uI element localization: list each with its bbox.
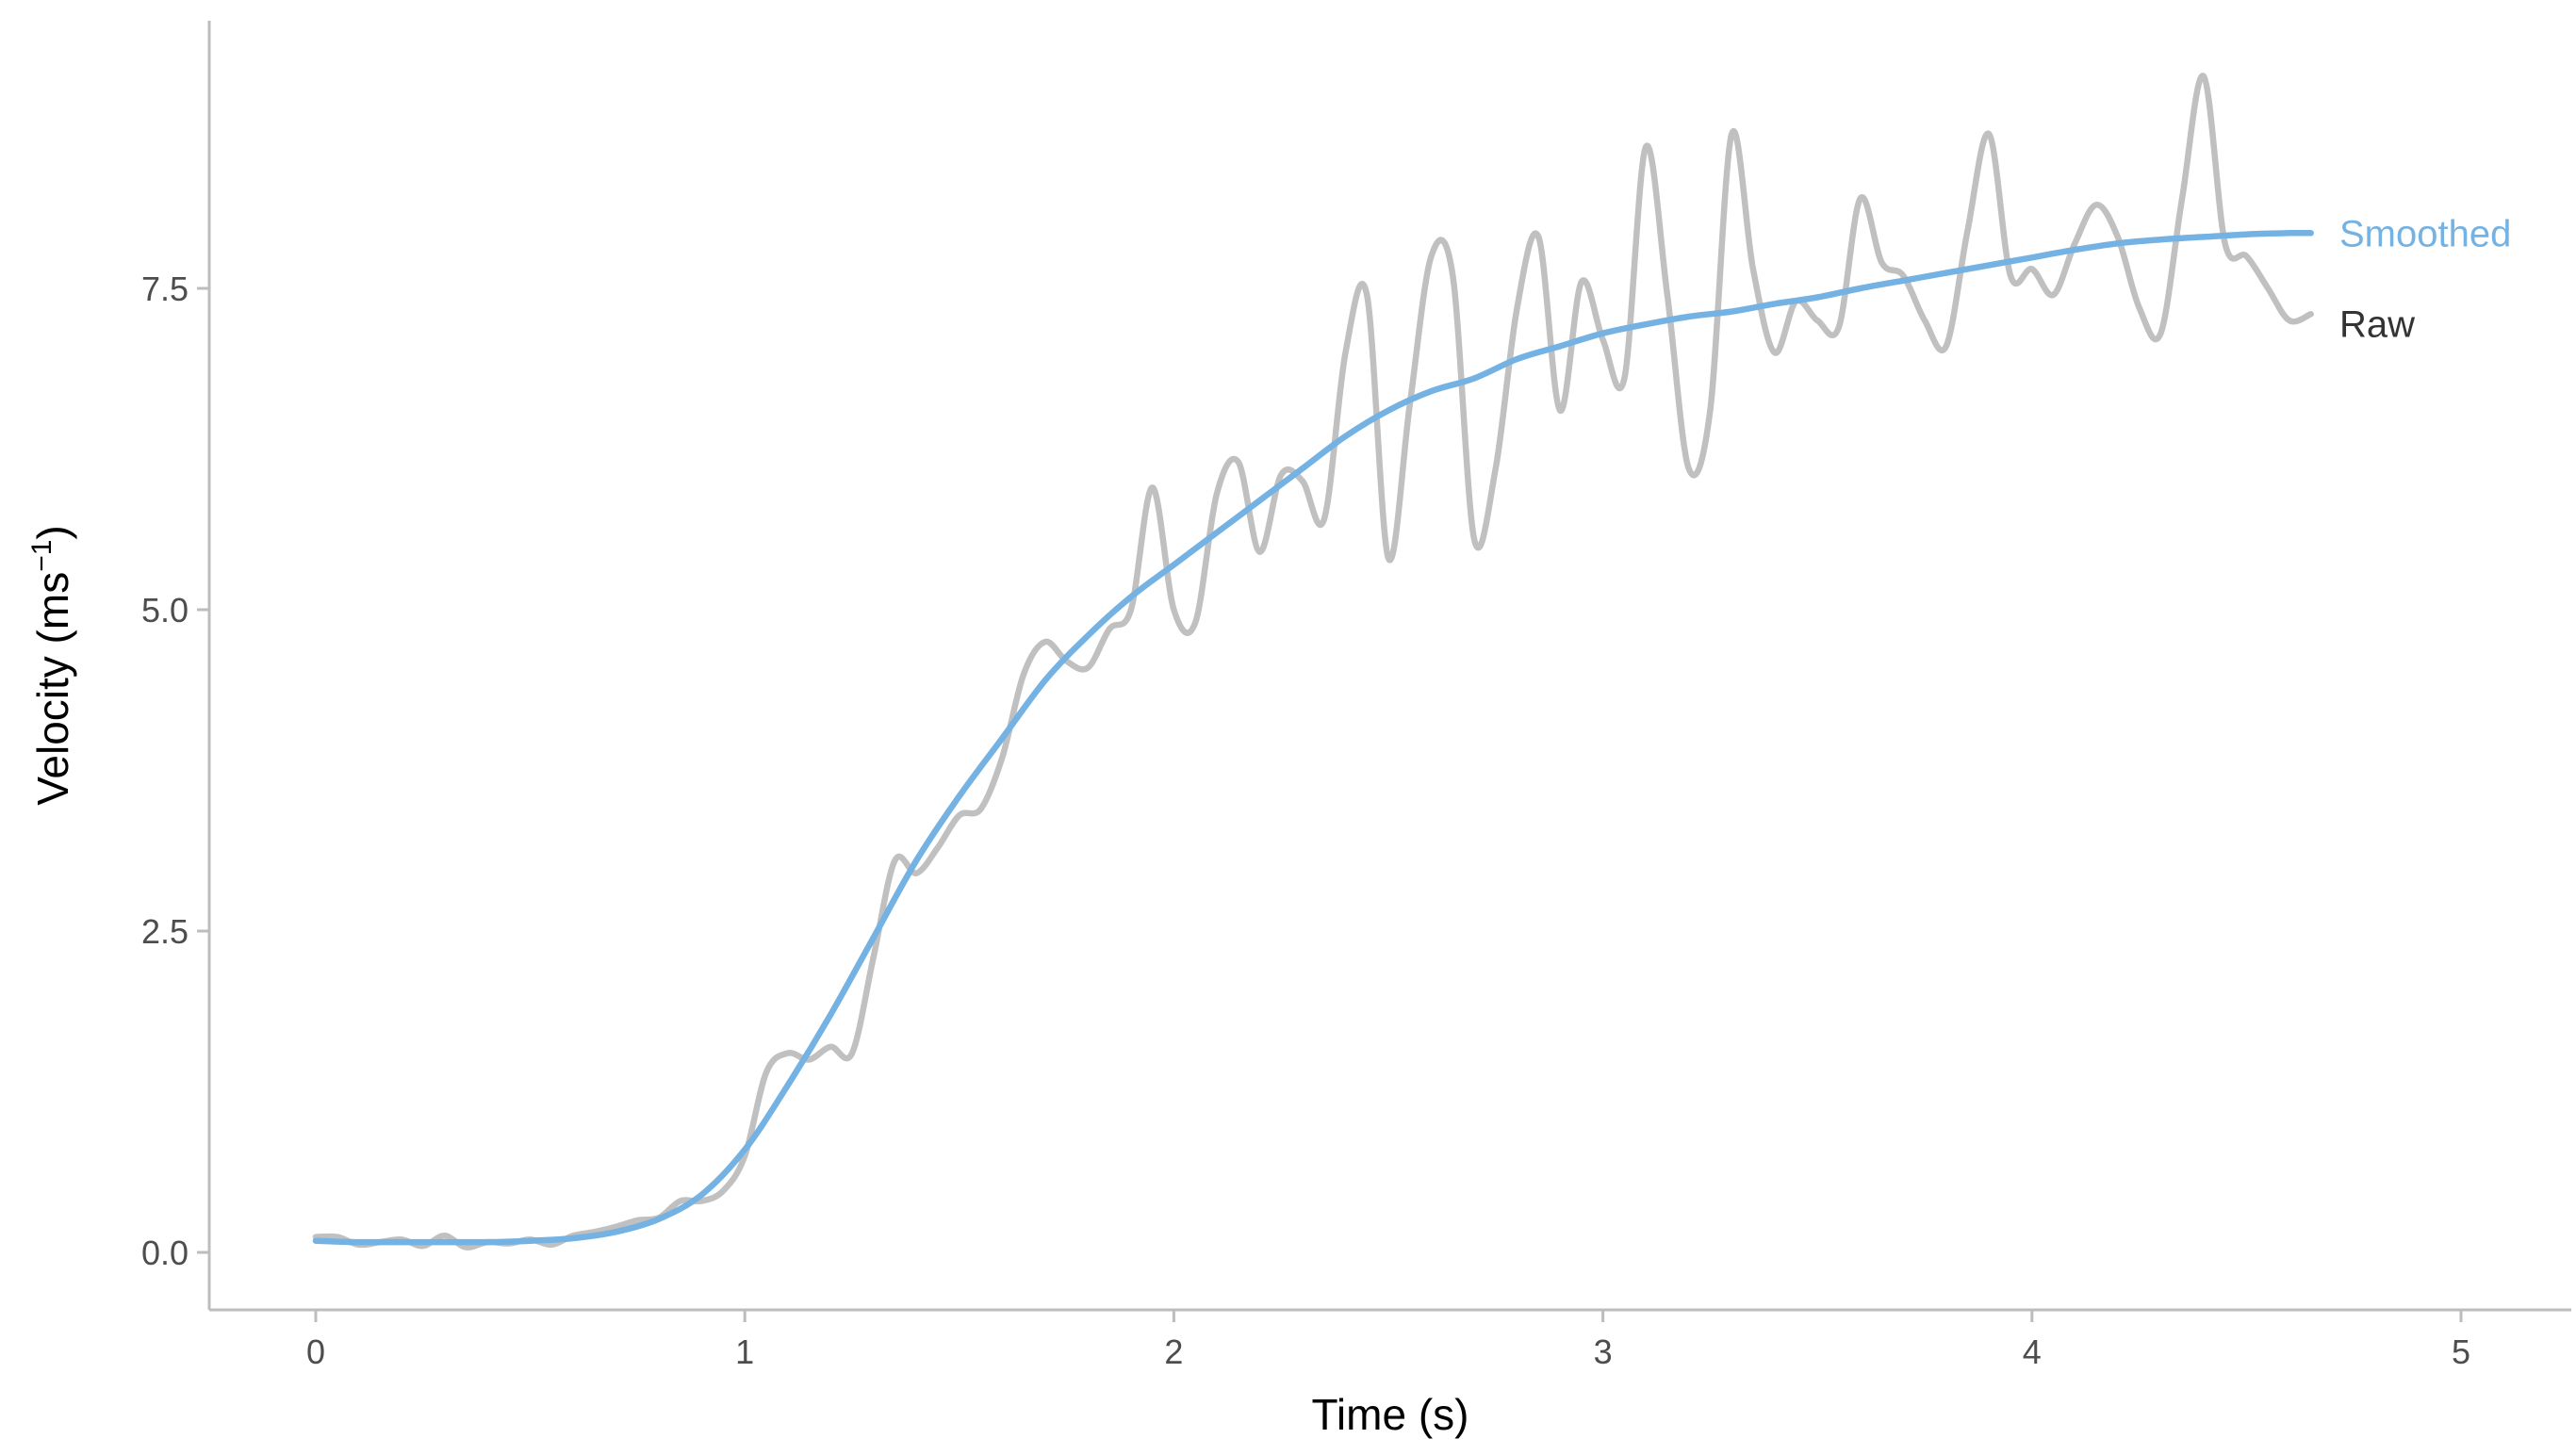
y-tick-label: 7.5: [141, 270, 189, 308]
x-tick-label: 1: [735, 1332, 754, 1371]
x-axis-title: Time (s): [1312, 1390, 1469, 1439]
x-tick-label: 2: [1164, 1332, 1183, 1371]
y-axis-ticks: 0.0 2.5 5.0 7.5: [141, 270, 209, 1272]
y-tick-label: 2.5: [141, 912, 189, 951]
y-tick-label: 0.0: [141, 1234, 189, 1272]
y-tick-label: 5.0: [141, 591, 189, 629]
series-label-smoothed: Smoothed: [2339, 213, 2511, 254]
y-axis-title: Velocity (ms−1): [26, 525, 77, 806]
y-axis-title-close: ): [28, 525, 77, 539]
y-axis-title-superscript: −1: [26, 540, 57, 572]
x-tick-label: 4: [2023, 1332, 2042, 1371]
y-axis-title-main: Velocity (ms: [28, 572, 77, 806]
series-label-raw: Raw: [2339, 303, 2415, 345]
x-axis-ticks: 0 1 2 3 4 5: [306, 1310, 2470, 1371]
x-tick-label: 5: [2452, 1332, 2470, 1371]
series-labels: Raw Smoothed: [2339, 213, 2511, 345]
series-line-raw: [312, 73, 2314, 1251]
x-tick-label: 3: [1594, 1332, 1613, 1371]
x-tick-label: 0: [306, 1332, 325, 1371]
axes: 0 1 2 3 4 5 0.0 2.5 5.0 7.5: [141, 21, 2571, 1371]
series-line-smoothed: [312, 229, 2314, 1246]
plot-lines: [312, 73, 2314, 1251]
